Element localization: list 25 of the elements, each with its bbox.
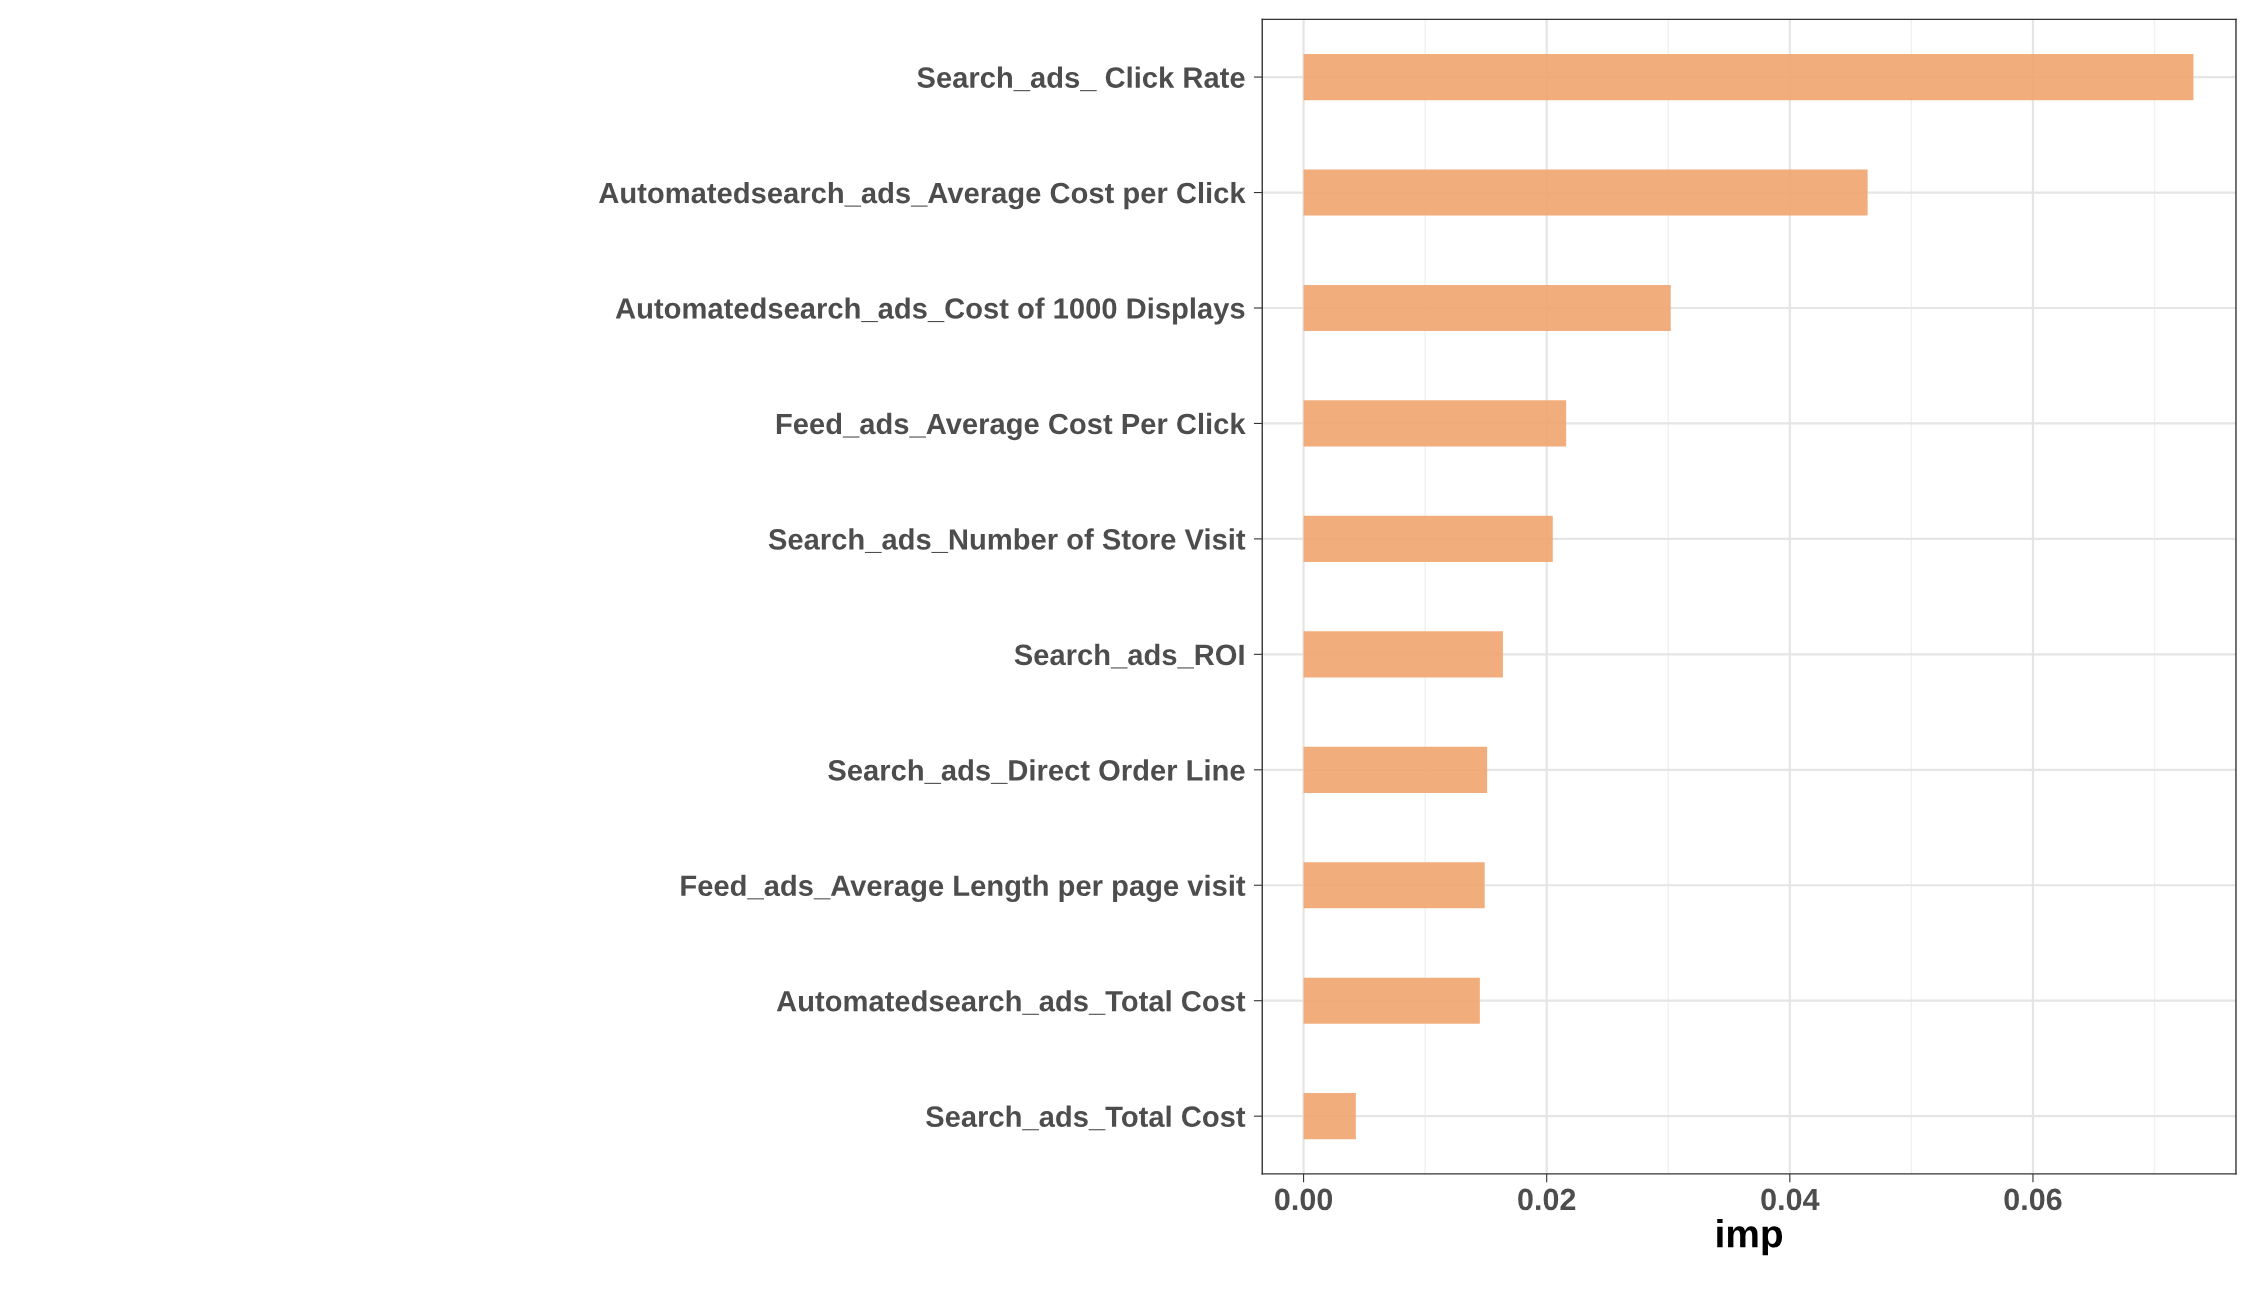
y-tick-label: Search_ads_Total Cost — [926, 1105, 1246, 1131]
y-tick-label: Search_ads_ Click Rate — [917, 66, 1245, 92]
y-tick-label: Automatedsearch_ads_Total Cost — [776, 990, 1246, 1015]
y-tick-label: Search_ads_Number of Store Visit — [768, 528, 1246, 554]
y-tick-label: Search_ads_Direct Order Line — [828, 759, 1245, 784]
bar — [1303, 977, 1480, 1024]
x-tick-label: 0.00 — [1275, 1188, 1333, 1211]
bar — [1303, 400, 1567, 447]
bar — [1303, 284, 1671, 332]
bar — [1303, 1093, 1356, 1140]
x-tick-label: 0.06 — [2004, 1188, 2062, 1211]
y-tick-label: Feed_ads_Average Length per page visit — [681, 874, 1246, 903]
x-tick-label: 0.02 — [1518, 1188, 1576, 1211]
x-tick-label: 0.04 — [1761, 1188, 1820, 1211]
bar — [1303, 53, 2194, 101]
y-tick-label: Feed_ads_Average Cost Per Click — [776, 412, 1246, 441]
bar — [1303, 862, 1485, 909]
y-tick-label: Automatedsearch_ads_Cost of 1000 Displays — [615, 297, 1245, 325]
x-axis-title: imp — [1717, 1219, 1783, 1256]
bar — [1303, 515, 1553, 562]
y-tick-label: Automatedsearch_ads_Average Cost per Click — [599, 181, 1246, 210]
y-tick-label: Search_ads_ROI — [1014, 643, 1244, 669]
bar — [1303, 746, 1488, 793]
bar — [1303, 631, 1503, 678]
bar — [1303, 169, 1868, 216]
